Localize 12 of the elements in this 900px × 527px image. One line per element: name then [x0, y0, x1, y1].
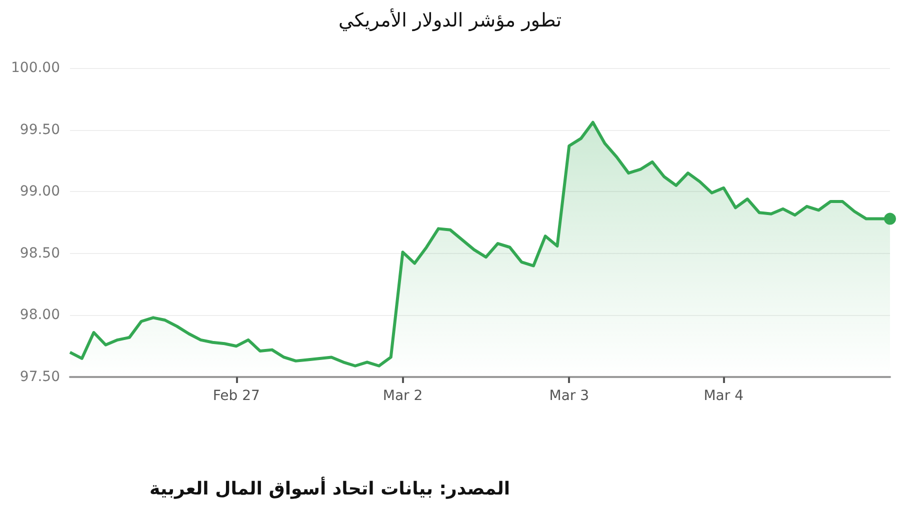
- x-tick-label: Mar 2: [382, 388, 423, 404]
- x-tick-label: Mar 4: [704, 388, 744, 404]
- text: المصدر: بيانات اتحاد أسواق المال العربية: [150, 476, 510, 500]
- y-tick-label: 97.50: [20, 369, 60, 385]
- x-tick-label: Mar 3: [549, 388, 590, 404]
- y-tick-label: 98.50: [20, 245, 60, 262]
- y-tick-label: 99.00: [20, 184, 60, 200]
- y-tick-label: 100.00: [11, 60, 60, 76]
- chart-title: تطور مؤشر الدولار الأمريكي: [338, 8, 562, 32]
- y-tick-label: 98.00: [20, 307, 60, 324]
- y-tick-label: 99.50: [20, 122, 60, 138]
- x-tick-label: Feb 27: [212, 388, 260, 404]
